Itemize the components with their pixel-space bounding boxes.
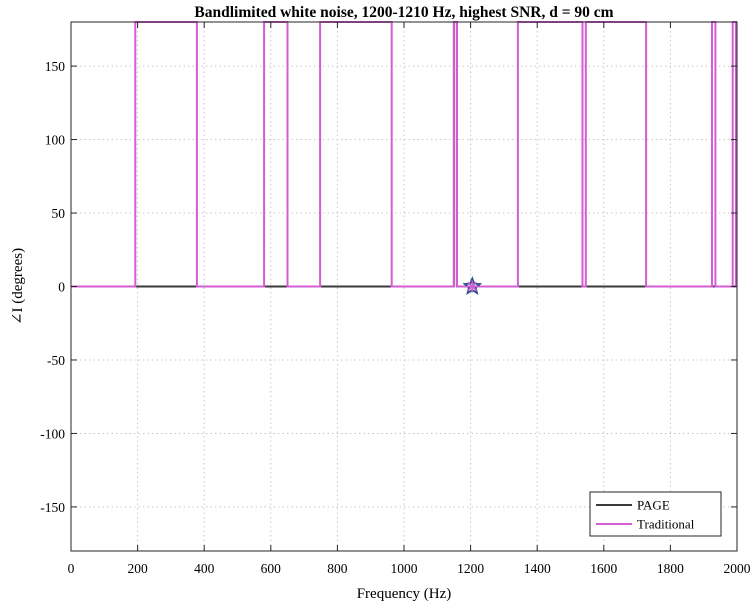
x-tick-label: 400 <box>194 561 215 576</box>
data-point-marker <box>466 280 479 293</box>
legend-box <box>589 491 722 537</box>
y-tick-label: 0 <box>58 280 65 295</box>
legend: PAGE Traditional <box>589 491 722 537</box>
marker-stroke <box>467 281 478 292</box>
x-axis-label: Frequency (Hz) <box>357 586 452 602</box>
x-tick-label: 1400 <box>524 561 551 576</box>
chart-title: Bandlimited white noise, 1200-1210 Hz, h… <box>194 4 613 21</box>
y-tick-label: -150 <box>40 500 65 515</box>
legend-label: Traditional <box>637 517 695 532</box>
x-tick-label: 1800 <box>657 561 684 576</box>
y-tick-label: 150 <box>45 59 66 74</box>
x-tick-label: 2000 <box>724 561 751 576</box>
x-tick-label: 1600 <box>590 561 617 576</box>
tick-layer: 0 200 400 600 800 1000 1200 1400 1600 1800 2000-15… <box>40 22 751 576</box>
x-tick-label: 1200 <box>457 561 484 576</box>
y-tick-label: 100 <box>45 133 66 148</box>
x-tick-label: 1000 <box>391 561 418 576</box>
series-line-traditional <box>71 21 737 288</box>
x-tick-label: 200 <box>127 561 148 576</box>
x-tick-label: 800 <box>327 561 348 576</box>
x-tick-label: 0 <box>68 561 75 576</box>
y-axis-label: ∠I (degrees) <box>10 248 26 325</box>
x-tick-label: 600 <box>261 561 282 576</box>
y-tick-label: -100 <box>40 426 65 441</box>
y-tick-label: 50 <box>52 206 66 221</box>
legend-label: PAGE <box>637 498 670 513</box>
marker-layer <box>462 276 483 295</box>
y-tick-label: -50 <box>47 353 65 368</box>
